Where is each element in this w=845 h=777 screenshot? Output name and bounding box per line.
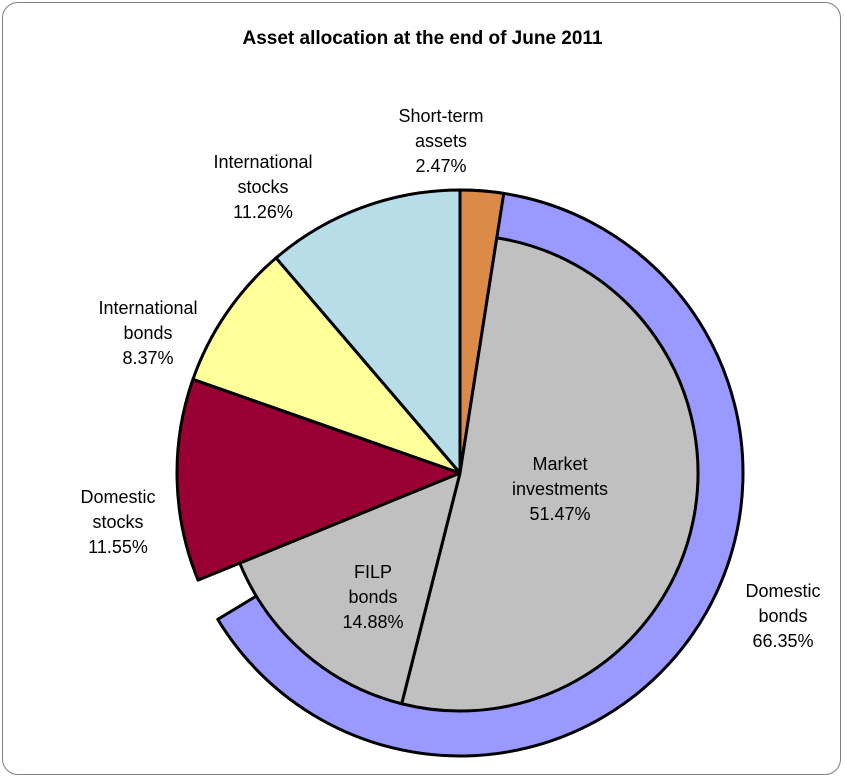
slice-filp-bonds [238,471,462,706]
label-filp-bonds: FILP bonds 14.88% [342,562,403,632]
label-short-term-assets: Short-term assets 2.47% [398,106,483,176]
slice-international-bonds [191,256,462,475]
slice-domestic-stocks [175,377,462,582]
label-international-bonds: International bonds 8.37% [98,298,197,368]
label-domestic-stocks: Domestic stocks 11.55% [80,487,155,557]
slice-international-stocks [274,188,462,475]
slice-market-investments [400,236,700,713]
chart-title: Asset allocation at the end of June 2011 [242,28,603,49]
label-international-stocks: International stocks 11.26% [213,152,312,222]
label-market-investments: Market investments 51.47% [512,454,608,524]
label-domestic-bonds: Domestic bonds 66.35% [745,581,820,651]
